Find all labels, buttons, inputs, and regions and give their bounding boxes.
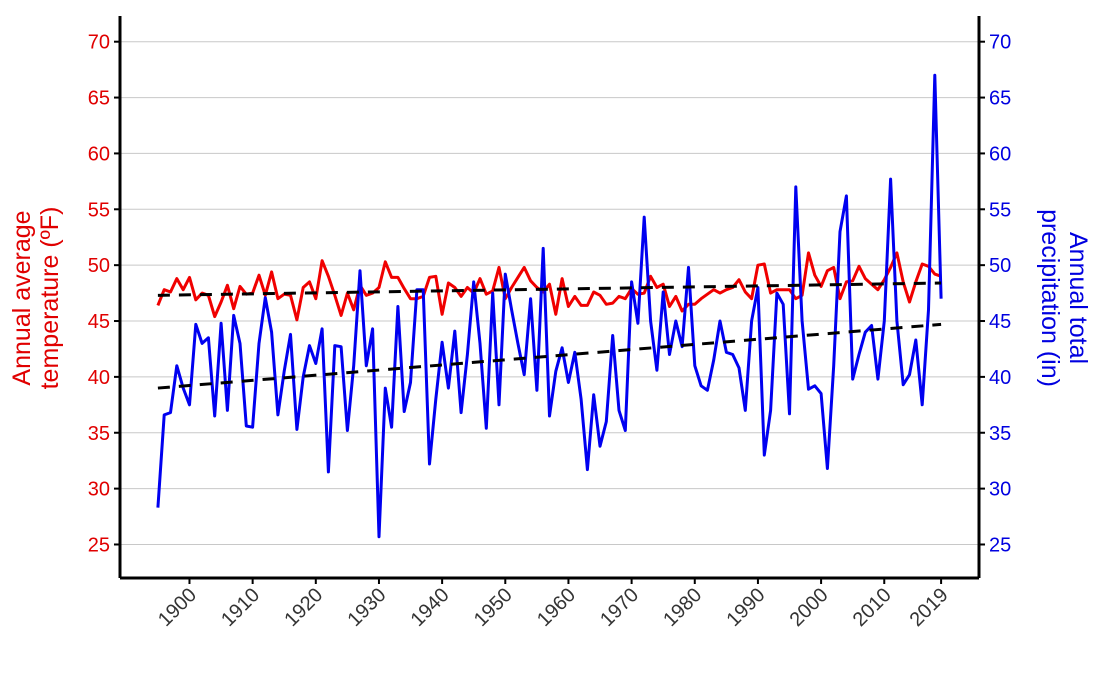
x-tick-label: 2010 [849,584,896,631]
right-y-tick-label: 40 [989,367,1011,389]
x-tick-label: 1990 [722,584,769,631]
right-y-tick-label: 50 [989,255,1011,277]
right-axis-title-line1: Annual total [1064,232,1092,364]
right-y-tick-label: 45 [989,311,1011,333]
x-tick-label: 1960 [533,584,580,631]
temperature-line [156,251,942,322]
precipitation-line [156,73,943,539]
left-y-tick-label: 60 [88,143,110,165]
temperature-trend-line [157,281,942,297]
left-axis-title-line2: temperature (ºF) [36,207,64,390]
x-tick-label: 1930 [343,584,390,631]
x-tick-label: 1900 [154,584,201,631]
left-y-tick-label: 40 [88,367,110,389]
gridlines [120,41,979,545]
x-tick-label: 1910 [217,584,264,631]
x-tick-label: 1920 [280,584,327,631]
right-y-tick-label: 30 [989,479,1011,501]
x-tick-label: 1970 [596,584,643,631]
right-y-tick-label: 65 [989,88,1011,110]
x-tick-label: 2000 [786,584,833,631]
left-y-tick-label: 65 [88,88,110,110]
left-y-tick-label: 50 [88,255,110,277]
left-y-tick-label: 45 [88,311,110,333]
series-lines [156,73,943,539]
left-y-tick-label: 55 [88,199,110,221]
left-y-tick-label: 35 [88,423,110,445]
x-tick-label: 1980 [659,584,706,631]
right-y-tick-label: 25 [989,534,1011,556]
x-tick-label: 1950 [470,584,517,631]
left-axis-title-line1: Annual average [8,210,36,385]
right-y-tick-label: 60 [989,143,1011,165]
left-y-tick-label: 70 [88,32,110,54]
x-tick-label: 1940 [407,584,454,631]
right-y-tick-label: 70 [989,32,1011,54]
right-axis-title-line2: precipitation (in) [1036,209,1064,387]
x-tick-label: 2019 [906,584,953,631]
axes [114,16,985,584]
right-y-tick-label: 55 [989,199,1011,221]
right-y-tick-label: 35 [989,423,1011,445]
left-y-tick-label: 30 [88,479,110,501]
precipitation-trend-line [157,322,942,390]
left-y-tick-label: 25 [88,534,110,556]
